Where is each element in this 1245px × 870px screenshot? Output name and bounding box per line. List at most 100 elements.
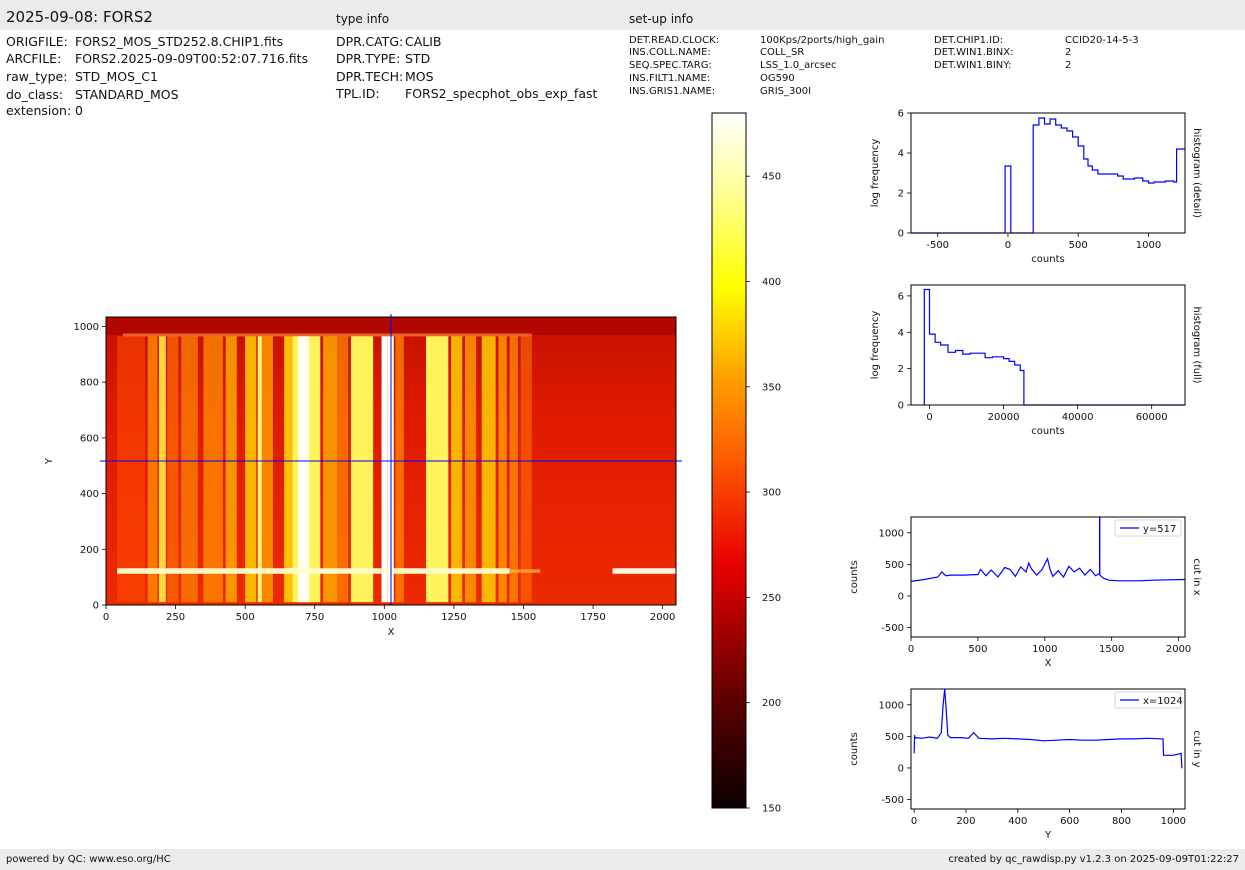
y-tick-label: 6 bbox=[898, 291, 904, 302]
x-tick-label: 500 bbox=[968, 644, 987, 655]
spectrum-stripe bbox=[465, 336, 477, 603]
spectrum-stripe bbox=[117, 336, 145, 603]
y-tick-label: 2 bbox=[898, 364, 904, 375]
setup-info-heading: set-up info bbox=[629, 12, 694, 26]
y-tick-label: -500 bbox=[881, 795, 904, 806]
info-value: FORS2_MOS_STD252.8.CHIP1.fits bbox=[75, 34, 284, 49]
x-tick-label: 0 bbox=[911, 816, 917, 827]
info-value: STD_MOS_C1 bbox=[75, 69, 158, 84]
info-key: TPL.ID: bbox=[336, 86, 380, 101]
info-key: DPR.CATG: bbox=[336, 34, 404, 49]
info-value: 0 bbox=[75, 103, 83, 118]
spectrum-stripe bbox=[323, 336, 338, 603]
histogram-full-panel: 0 20000 40000 60000 0 2 4 6 counts log frequency h… bbox=[870, 284, 1202, 437]
colorbar-tick-label: 350 bbox=[762, 382, 781, 393]
info-key: INS.FILT1.NAME: bbox=[629, 73, 711, 84]
spectrum-stripe bbox=[337, 336, 349, 603]
spectrum-stripe bbox=[298, 336, 310, 603]
continuum-trace bbox=[117, 568, 510, 574]
y-tick-label: 1000 bbox=[879, 528, 904, 539]
info-key: DPR.TYPE: bbox=[336, 51, 401, 66]
colorbar-tick-label: 150 bbox=[762, 804, 781, 815]
info-value: CCID20-14-5-3 bbox=[1065, 35, 1139, 46]
x-tick-label: 0 bbox=[926, 412, 932, 423]
x-axis-label: Y bbox=[1044, 830, 1052, 841]
info-value: STANDARD_MOS bbox=[75, 87, 179, 102]
x-axis-label: X bbox=[1045, 658, 1052, 669]
spectrum-stripe bbox=[261, 336, 273, 603]
info-key: extension: bbox=[6, 103, 72, 118]
x-tick-label: 200 bbox=[956, 816, 975, 827]
x-tick-label: 600 bbox=[1060, 816, 1079, 827]
series-line bbox=[910, 516, 1186, 582]
colorbar-tick-label: 400 bbox=[762, 277, 781, 288]
y-tick-label: 4 bbox=[898, 149, 904, 160]
x-tick-label: 1000 bbox=[1136, 240, 1161, 251]
footer-bar bbox=[0, 849, 1245, 870]
x-tick-label: 750 bbox=[305, 612, 324, 623]
y-tick-label: 0 bbox=[93, 601, 99, 612]
side-label: cut in x bbox=[1191, 558, 1202, 595]
info-value: COLL_SR bbox=[760, 47, 805, 58]
x-tick-label: 0 bbox=[1005, 240, 1011, 251]
spectrum-stripe bbox=[203, 336, 223, 603]
page-title: 2025-09-08: FORS2 bbox=[6, 8, 153, 26]
spectrum-stripe bbox=[481, 336, 496, 603]
slit-top-edge bbox=[122, 333, 532, 337]
colorbar-tick-label: 250 bbox=[762, 593, 781, 604]
spectrum-stripe bbox=[181, 336, 198, 603]
legend-box bbox=[1114, 519, 1182, 537]
plot-frame bbox=[910, 112, 1186, 234]
y-tick-label: 0 bbox=[898, 763, 904, 774]
info-key: do_class: bbox=[6, 87, 64, 102]
y-tick-label: 6 bbox=[898, 109, 904, 120]
spectrum-stripe bbox=[350, 336, 374, 603]
legend-box bbox=[1114, 691, 1182, 709]
info-key: INS.COLL.NAME: bbox=[629, 47, 711, 58]
info-key: ARCFILE: bbox=[6, 51, 62, 66]
info-value: 100Kps/2ports/high_gain bbox=[760, 35, 885, 46]
y-tick-label: 200 bbox=[80, 545, 99, 556]
image-panel: 0 250 500 750 1000 1250 1500 1750 2000 0 200 400 600… bbox=[44, 314, 682, 638]
y-tick-label: 800 bbox=[80, 378, 99, 389]
spectrum-stripe bbox=[451, 336, 463, 603]
spectrum-stripe bbox=[245, 336, 257, 603]
colorbar-tick-label: 200 bbox=[762, 698, 781, 709]
image-frame bbox=[105, 316, 677, 606]
info-key: ORIGFILE: bbox=[6, 34, 68, 49]
spectrum-stripe bbox=[520, 336, 532, 603]
info-value: MOS bbox=[405, 69, 434, 84]
x-tick-label: 400 bbox=[1008, 816, 1027, 827]
y-tick-label: 1000 bbox=[74, 322, 99, 333]
info-key: DET.READ.CLOCK: bbox=[629, 35, 720, 46]
x-tick-label: 20000 bbox=[988, 412, 1020, 423]
x-axis-label: counts bbox=[1031, 254, 1064, 265]
y-axis-label: log frequency bbox=[870, 311, 881, 380]
x-tick-label: 500 bbox=[1069, 240, 1088, 251]
continuum-trace-right bbox=[612, 568, 676, 574]
y-tick-label: 1000 bbox=[879, 700, 904, 711]
histogram-detail-panel: -500 0 500 1000 0 2 4 6 counts log frequency histo… bbox=[870, 109, 1202, 266]
y-axis-label: Y bbox=[44, 457, 55, 465]
info-value: CALIB bbox=[405, 34, 442, 49]
x-tick-label: 1250 bbox=[441, 612, 466, 623]
side-label: cut in y bbox=[1191, 730, 1202, 767]
y-axis-label: log frequency bbox=[870, 139, 881, 208]
x-tick-label: 1500 bbox=[511, 612, 536, 623]
plot-frame bbox=[910, 688, 1186, 810]
colorbar-tick-label: 450 bbox=[762, 172, 781, 183]
x-axis-label: counts bbox=[1031, 426, 1064, 437]
info-value: LSS_1.0_arcsec bbox=[760, 60, 837, 71]
spectrum-stripe bbox=[284, 336, 293, 603]
x-tick-label: 0 bbox=[908, 644, 914, 655]
info-value: FORS2_specphot_obs_exp_fast bbox=[405, 86, 598, 101]
legend-label: y=517 bbox=[1143, 524, 1176, 535]
x-tick-label: 40000 bbox=[1062, 412, 1094, 423]
info-value: FORS2.2025-09-09T00:52:07.716.fits bbox=[75, 51, 309, 66]
y-axis-label: counts bbox=[849, 732, 860, 765]
spectrum-stripe bbox=[158, 336, 166, 603]
footer-right: created by qc_rawdisp.py v1.2.3 on 2025-… bbox=[948, 854, 1239, 865]
x-tick-label: 500 bbox=[236, 612, 255, 623]
plot-frame bbox=[910, 284, 1186, 406]
spectrum-stripe bbox=[167, 336, 179, 603]
